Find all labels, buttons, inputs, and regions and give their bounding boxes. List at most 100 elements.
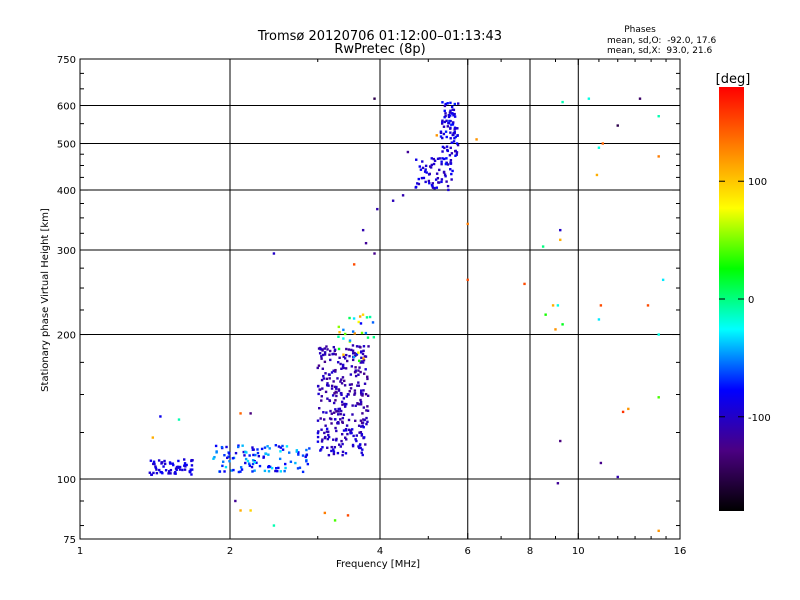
data-point bbox=[355, 345, 359, 348]
data-point bbox=[523, 282, 526, 286]
x-tick-label: 8 bbox=[527, 546, 533, 557]
y-axis-label: Stationary phase Virtual Height [km] bbox=[40, 208, 51, 392]
data-point bbox=[322, 374, 325, 378]
data-point bbox=[361, 424, 364, 427]
data-point bbox=[351, 330, 355, 333]
data-point bbox=[341, 442, 344, 446]
data-point bbox=[453, 137, 456, 140]
data-point bbox=[445, 157, 448, 160]
data-point bbox=[274, 469, 277, 473]
data-point bbox=[325, 345, 328, 348]
data-point bbox=[279, 450, 282, 453]
data-point bbox=[284, 466, 287, 470]
data-point bbox=[332, 345, 336, 349]
data-point bbox=[160, 462, 163, 465]
data-point bbox=[337, 325, 340, 329]
data-point bbox=[175, 465, 179, 469]
data-point bbox=[190, 459, 193, 463]
data-point bbox=[357, 373, 360, 376]
data-point bbox=[356, 384, 359, 387]
data-point bbox=[334, 399, 337, 402]
data-point bbox=[456, 143, 460, 147]
data-point bbox=[466, 222, 469, 226]
data-point bbox=[251, 470, 254, 473]
data-point bbox=[454, 135, 457, 139]
data-point bbox=[435, 186, 439, 189]
data-point bbox=[214, 444, 218, 448]
data-point bbox=[447, 115, 451, 119]
data-point bbox=[328, 417, 332, 420]
data-point bbox=[455, 153, 458, 156]
data-point bbox=[362, 406, 366, 409]
data-point bbox=[345, 347, 348, 351]
data-point bbox=[348, 390, 351, 393]
data-point bbox=[444, 175, 447, 178]
data-point bbox=[337, 347, 341, 351]
data-point bbox=[454, 149, 457, 153]
data-point bbox=[183, 458, 186, 461]
data-point bbox=[340, 393, 343, 397]
data-point bbox=[317, 364, 321, 367]
data-point bbox=[335, 437, 338, 441]
data-point bbox=[347, 428, 351, 432]
data-point bbox=[316, 366, 319, 370]
data-point bbox=[352, 263, 356, 266]
y-tick-label: 500 bbox=[57, 140, 76, 151]
data-point bbox=[234, 499, 237, 503]
data-point bbox=[445, 135, 448, 139]
data-point bbox=[297, 453, 300, 456]
data-point bbox=[323, 511, 327, 515]
data-point bbox=[323, 351, 327, 354]
data-point bbox=[449, 159, 453, 162]
data-point bbox=[551, 304, 555, 307]
data-point bbox=[449, 126, 452, 130]
data-point bbox=[441, 150, 444, 153]
data-point bbox=[456, 134, 459, 137]
data-point bbox=[332, 448, 335, 451]
data-point bbox=[328, 373, 331, 377]
data-point bbox=[154, 466, 158, 470]
data-point bbox=[448, 154, 452, 157]
data-point bbox=[276, 469, 279, 473]
data-point bbox=[224, 465, 228, 469]
data-point bbox=[334, 353, 337, 356]
data-point bbox=[344, 367, 348, 370]
data-point bbox=[346, 432, 349, 436]
data-point bbox=[354, 354, 357, 358]
data-point bbox=[248, 464, 252, 467]
data-point bbox=[421, 166, 425, 170]
data-point bbox=[264, 452, 268, 456]
y-axis-ticks: 75 100 200 300 400 500 600 750 bbox=[57, 55, 680, 546]
data-points bbox=[148, 97, 665, 533]
data-point bbox=[317, 392, 320, 396]
data-point bbox=[424, 168, 427, 171]
data-point bbox=[174, 470, 177, 474]
data-point bbox=[163, 459, 166, 463]
data-point bbox=[355, 439, 358, 443]
data-point bbox=[599, 461, 603, 465]
data-point bbox=[340, 433, 344, 436]
data-point bbox=[150, 473, 154, 476]
chart-subtitle: RwPretec (8p) bbox=[334, 42, 425, 57]
data-point bbox=[334, 370, 337, 373]
data-point bbox=[362, 345, 366, 348]
data-point bbox=[341, 416, 345, 420]
data-point bbox=[350, 428, 354, 431]
data-point bbox=[228, 459, 231, 463]
data-point bbox=[446, 163, 450, 166]
data-point bbox=[436, 176, 440, 180]
data-point bbox=[158, 468, 161, 472]
data-point bbox=[438, 168, 441, 172]
colorbar-tick-label: 100 bbox=[748, 177, 767, 188]
data-point bbox=[559, 238, 562, 242]
data-point bbox=[241, 444, 244, 447]
data-point bbox=[218, 470, 222, 473]
data-point bbox=[281, 444, 284, 448]
data-point bbox=[438, 157, 441, 160]
data-point bbox=[257, 454, 261, 458]
data-point bbox=[342, 353, 345, 356]
data-point bbox=[345, 424, 349, 427]
data-point bbox=[163, 462, 167, 466]
data-point bbox=[341, 365, 345, 369]
